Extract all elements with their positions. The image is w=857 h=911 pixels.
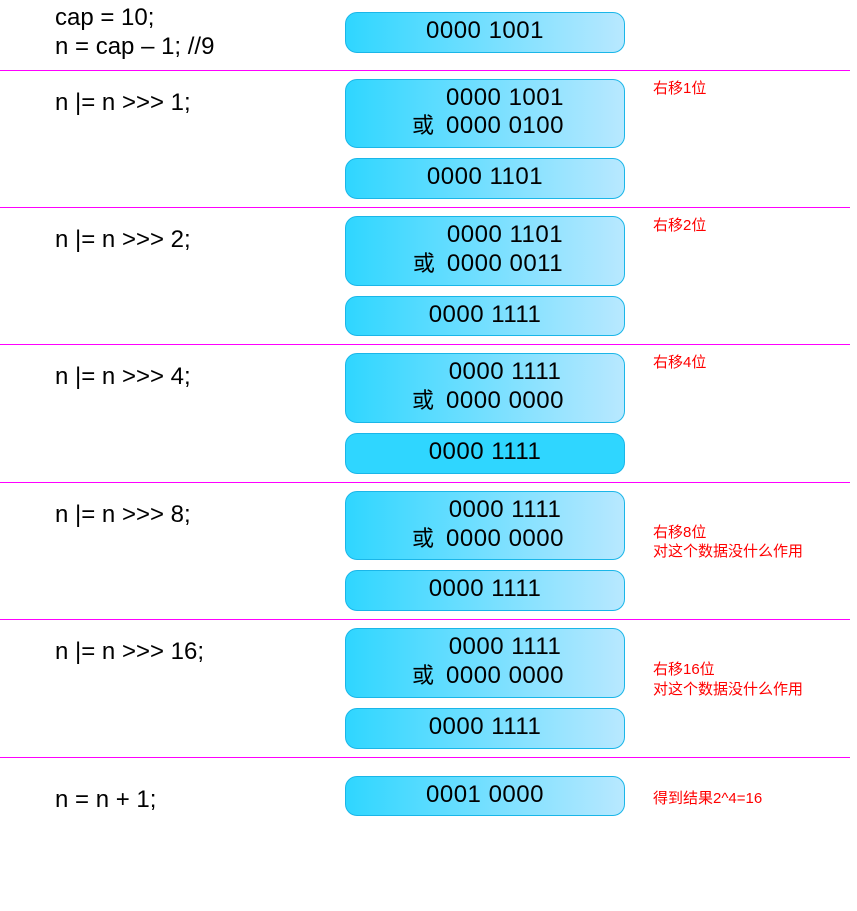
bits-input: 0000 1111: [449, 633, 562, 662]
code-block-2: n |= n >>> 2;: [0, 216, 345, 255]
step-row-4: n |= n >>> 8; 0000 1111 或 0000 0000 0000…: [0, 483, 857, 619]
note-text: 右移8位 对这个数据没什么作用: [653, 523, 803, 562]
code-line: n |= n >>> 2;: [55, 226, 191, 253]
note-4: 右移8位 对这个数据没什么作用: [635, 491, 835, 562]
code-block-5: n |= n >>> 16;: [0, 628, 345, 667]
bits-value: 0000 1111: [429, 575, 542, 602]
or-label: 或: [406, 663, 446, 689]
bits-box-result: 0000 1101: [345, 158, 625, 199]
bits-input: 0000 1111: [449, 496, 562, 525]
bits-value: 0000 1111: [429, 713, 542, 740]
bits-box-or: 0000 1111 或 0000 0000: [345, 628, 625, 698]
note-text: 右移4位: [653, 353, 706, 373]
note-2: 右移2位: [635, 216, 835, 236]
box-col-6: 0001 0000: [345, 776, 635, 817]
bits-shifted: 0000 0000: [446, 662, 564, 691]
bits-value: 0000 1111: [429, 301, 542, 328]
code-line: n |= n >>> 16;: [55, 638, 204, 665]
code-line: n = n + 1;: [55, 786, 156, 813]
box-col-4: 0000 1111 或 0000 0000 0000 1111: [345, 491, 635, 611]
code-block-1: n |= n >>> 1;: [0, 79, 345, 118]
note-text: 右移2位: [653, 216, 706, 236]
code-block-3: n |= n >>> 4;: [0, 353, 345, 392]
or-label: 或: [406, 526, 446, 552]
step-row-0: cap = 10; n = cap – 1; //9 0000 1001: [0, 0, 857, 70]
or-label: 或: [406, 113, 446, 139]
bits-input: 0000 1111: [449, 358, 562, 387]
or-label: 或: [406, 388, 446, 414]
box-col-1: 0000 1001 或 0000 0100 0000 1101: [345, 79, 635, 199]
box-col-0: 0000 1001: [345, 12, 635, 53]
step-row-2: n |= n >>> 2; 0000 1101 或 0000 0011 0000…: [0, 208, 857, 344]
bits-shifted: 0000 0000: [446, 525, 564, 554]
diagram-container: cap = 10; n = cap – 1; //9 0000 1001 n |…: [0, 0, 857, 826]
code-line: cap = 10;: [55, 4, 345, 33]
bits-value: 0000 1101: [427, 163, 543, 190]
note-text: 右移16位 对这个数据没什么作用: [653, 660, 803, 699]
code-line: n |= n >>> 1;: [55, 89, 191, 116]
bits-input: 0000 1001: [446, 84, 564, 113]
step-row-1: n |= n >>> 1; 0000 1001 或 0000 0100 0000…: [0, 71, 857, 207]
bits-box-result: 0000 1111: [345, 433, 625, 474]
step-row-6: n = n + 1; 0001 0000 得到结果2^4=16: [0, 758, 857, 827]
bits-input: 0000 1101: [447, 221, 563, 250]
bits-value: 0001 0000: [426, 781, 544, 808]
step-row-5: n |= n >>> 16; 0000 1111 或 0000 0000 000…: [0, 620, 857, 756]
note-5: 右移16位 对这个数据没什么作用: [635, 628, 835, 699]
step-row-3: n |= n >>> 4; 0000 1111 或 0000 0000 0000…: [0, 345, 857, 481]
code-block-6: n = n + 1;: [0, 776, 345, 815]
bits-value: 0000 1001: [426, 17, 544, 44]
bits-box-result: 0000 1001: [345, 12, 625, 53]
code-line: n |= n >>> 8;: [55, 501, 191, 528]
box-col-3: 0000 1111 或 0000 0000 0000 1111: [345, 353, 635, 473]
code-block-0: cap = 10; n = cap – 1; //9: [0, 4, 345, 62]
bits-box-result: 0000 1111: [345, 708, 625, 749]
bits-box-result: 0001 0000: [345, 776, 625, 817]
box-col-2: 0000 1101 或 0000 0011 0000 1111: [345, 216, 635, 336]
bits-box-or: 0000 1111 或 0000 0000: [345, 353, 625, 423]
note-text: 得到结果2^4=16: [653, 789, 762, 809]
bits-shifted: 0000 0100: [446, 112, 564, 141]
bits-box-result: 0000 1111: [345, 570, 625, 611]
bits-shifted: 0000 0000: [446, 387, 564, 416]
or-label: 或: [407, 251, 447, 277]
note-1: 右移1位: [635, 79, 835, 99]
code-line: n |= n >>> 4;: [55, 363, 191, 390]
bits-box-or: 0000 1101 或 0000 0011: [345, 216, 625, 286]
bits-box-or: 0000 1001 或 0000 0100: [345, 79, 625, 149]
bits-shifted: 0000 0011: [447, 250, 563, 279]
code-block-4: n |= n >>> 8;: [0, 491, 345, 530]
note-3: 右移4位: [635, 353, 835, 373]
bits-box-result: 0000 1111: [345, 296, 625, 337]
bits-box-or: 0000 1111 或 0000 0000: [345, 491, 625, 561]
box-col-5: 0000 1111 或 0000 0000 0000 1111: [345, 628, 635, 748]
bits-value: 0000 1111: [429, 438, 542, 465]
note-6: 得到结果2^4=16: [635, 783, 835, 809]
note-text: 右移1位: [653, 79, 706, 99]
code-line: n = cap – 1; //9: [55, 33, 345, 62]
